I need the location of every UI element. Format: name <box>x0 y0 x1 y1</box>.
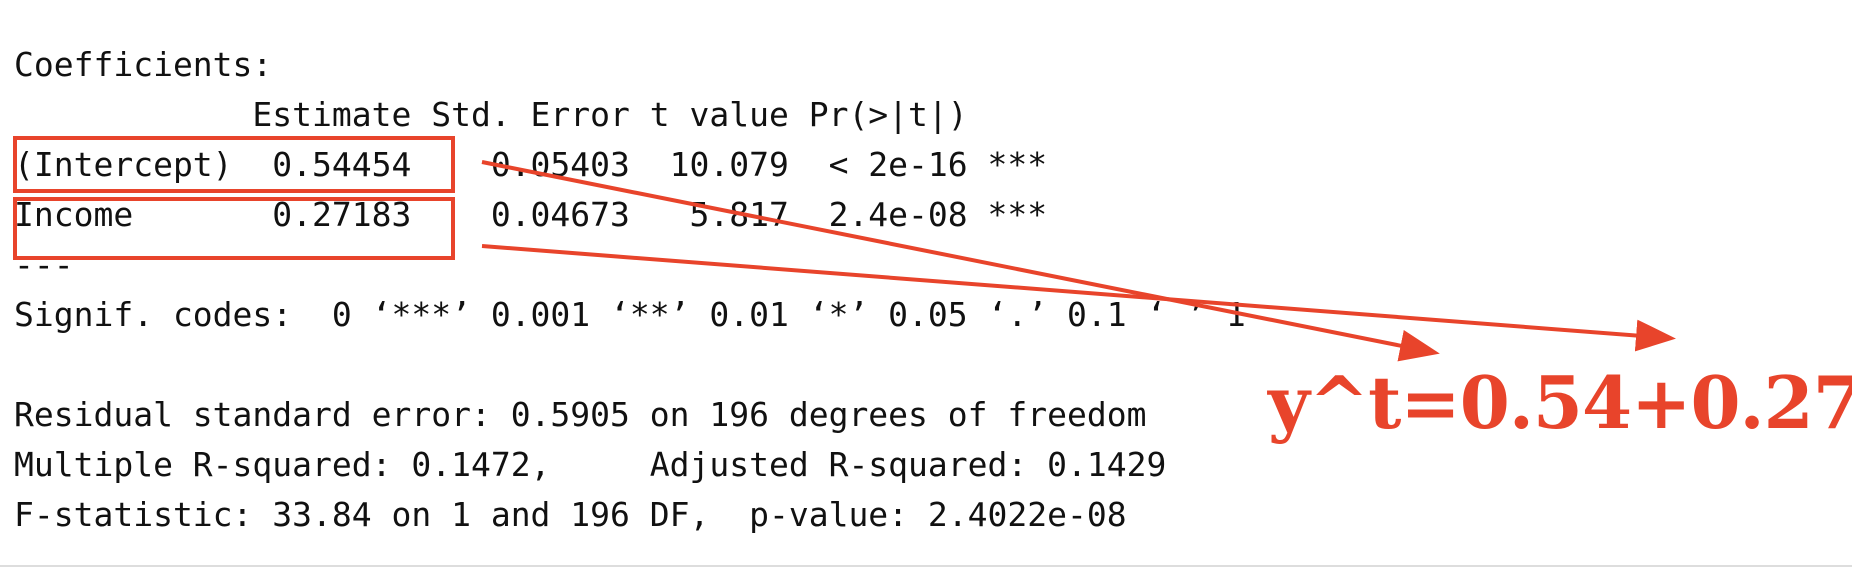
bottom-divider <box>0 565 1852 567</box>
intercept-row: (Intercept) 0.54454 0.05403 10.079 < 2e-… <box>14 145 1048 184</box>
intercept-highlight-box <box>13 136 455 193</box>
regression-output: Coefficients: Estimate Std. Error t valu… <box>14 40 1246 540</box>
coefficients-column-header: Estimate Std. Error t value Pr(>|t|) <box>14 95 1048 134</box>
residual-standard-error-line: Residual standard error: 0.5905 on 196 d… <box>14 395 1147 434</box>
regression-equation-annotation: y^t=0.54+0.27x <box>1268 360 1852 445</box>
income-arrow <box>481 244 1676 352</box>
separator-line: --- <box>14 245 74 284</box>
f-statistic-line: F-statistic: 33.84 on 1 and 196 DF, p-va… <box>14 495 1127 534</box>
coefficients-heading: Coefficients: <box>14 45 273 84</box>
income-highlight-box <box>13 197 455 260</box>
income-row: Income 0.27183 0.04673 5.817 2.4e-08 *** <box>14 195 1048 234</box>
signif-codes-line: Signif. codes: 0 ‘***’ 0.001 ‘**’ 0.01 ‘… <box>14 295 1246 334</box>
intercept-arrow <box>481 160 1440 362</box>
r-squared-line: Multiple R-squared: 0.1472, Adjusted R-s… <box>14 445 1187 484</box>
